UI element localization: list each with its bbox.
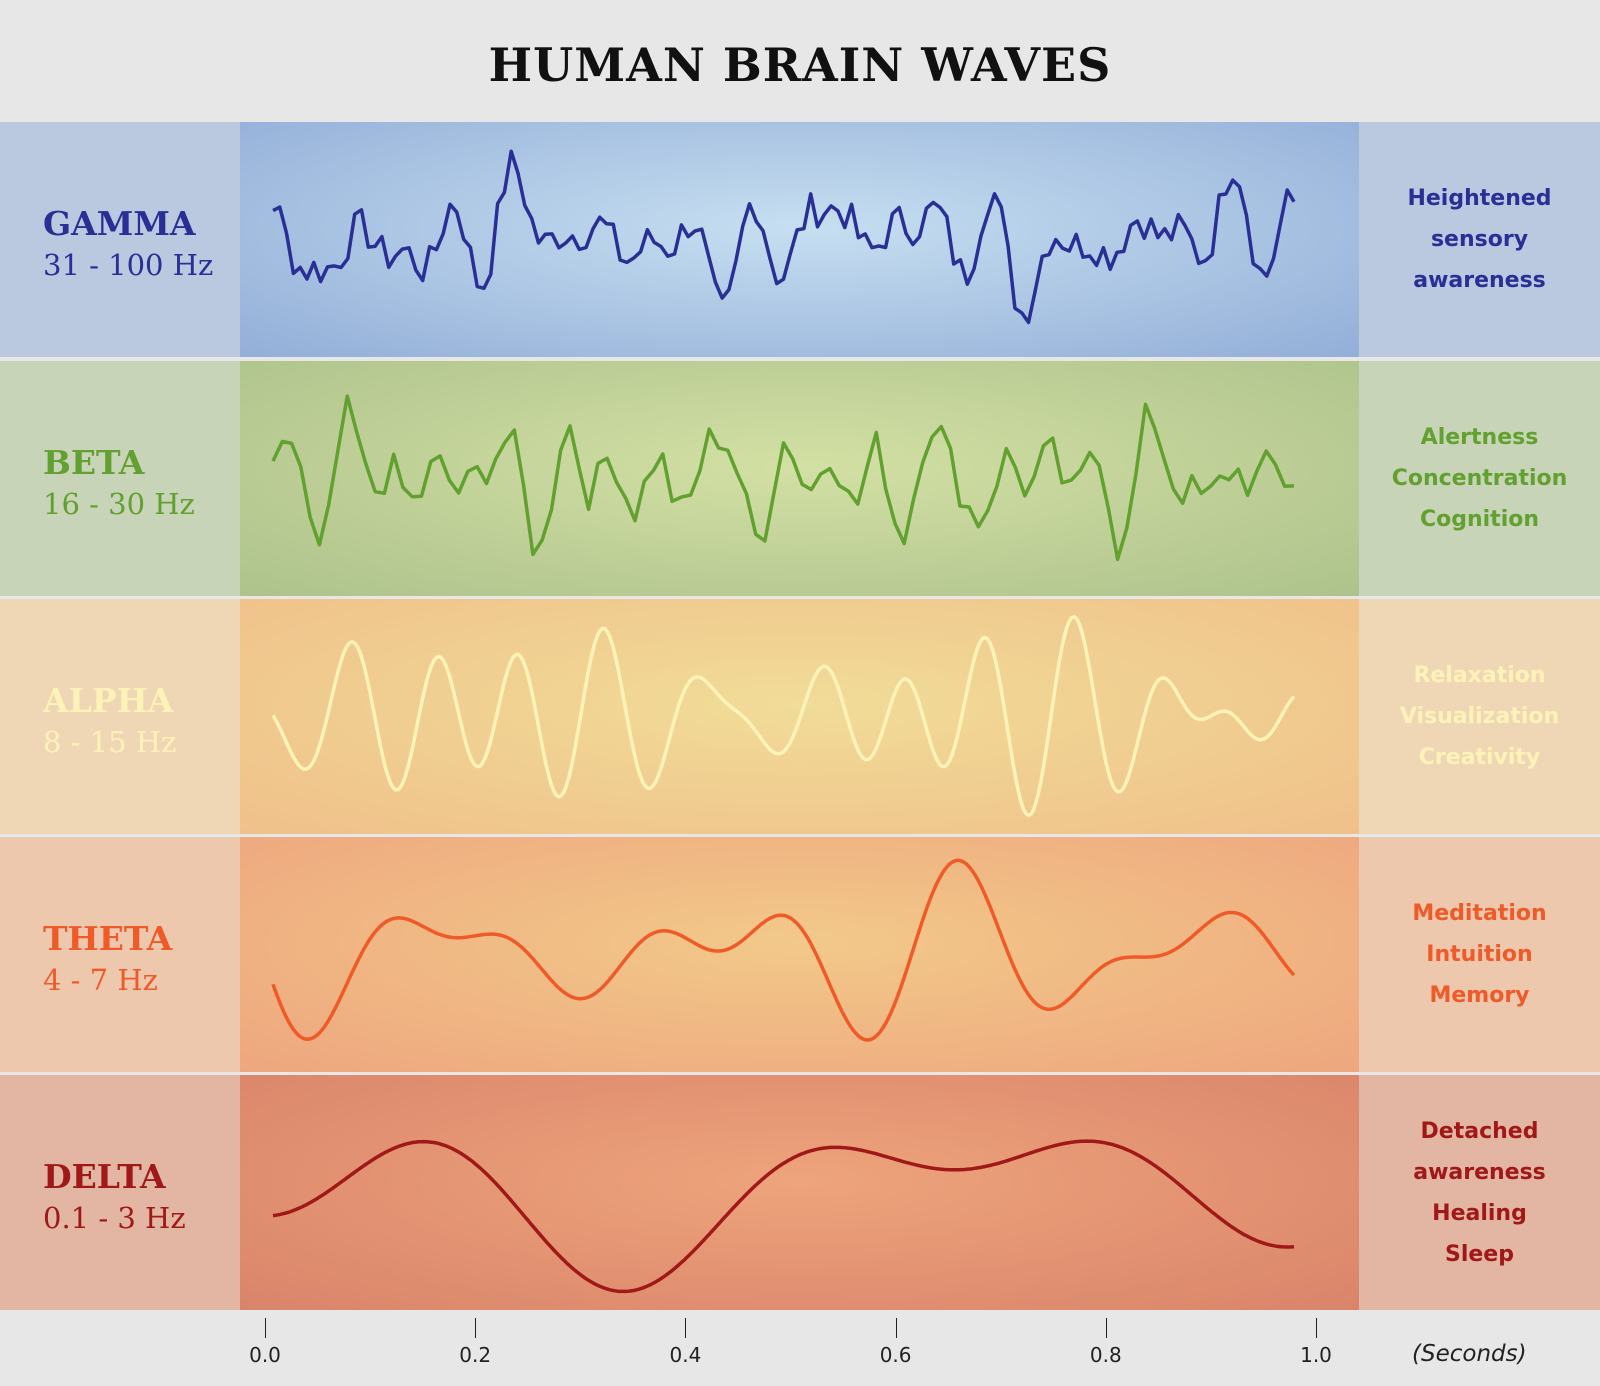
effect-label: Concentration [1391,466,1568,491]
waveform-panel [240,1075,1359,1310]
axis-tick [1105,1318,1107,1338]
effect-label: Heightened [1407,186,1552,211]
waveform-panel [240,122,1359,357]
axis-tick-label: 0.0 [249,1343,281,1367]
band-row-beta: BETA 16 - 30 Hz Alertness Concentration Co… [0,361,1600,596]
axis-tick-label: 0.2 [459,1343,492,1367]
axis-unit: (Seconds) [1412,1341,1527,1367]
band-frequency: 4 - 7 Hz [43,963,158,997]
band-effects-panel: Relaxation Visualization Creativity [1359,599,1600,834]
band-name: GAMMA [43,204,196,243]
band-effects-panel: Meditation Intuition Memory [1359,837,1600,1072]
band-label-panel: ALPHA 8 - 15 Hz [0,599,240,834]
band-row-alpha: ALPHA 8 - 15 Hz Relaxation Visualization C… [0,599,1600,834]
band-frequency: 0.1 - 3 Hz [43,1201,186,1235]
waveform-line [271,858,1296,1042]
band-label-panel: DELTA 0.1 - 3 Hz [0,1075,240,1310]
waveform-line [272,149,1296,325]
effect-label: Alertness [1420,425,1539,450]
waveform-panel [240,837,1359,1072]
band-effects-panel: Detached awareness Healing Sleep [1359,1075,1600,1310]
band-label-panel: THETA 4 - 7 Hz [0,837,240,1072]
band-row-gamma: GAMMA 31 - 100 Hz Heightened sensory aware… [0,122,1600,357]
effect-label: Creativity [1418,745,1541,770]
waveform-line [272,1139,1295,1294]
effect-label: Healing [1432,1200,1527,1226]
band-name: BETA [43,443,145,482]
band-name: ALPHA [43,681,174,720]
band-frequency: 8 - 15 Hz [43,725,177,759]
waveform-line [271,394,1295,562]
effect-label: Relaxation [1413,663,1546,688]
band-frequency: 31 - 100 Hz [43,248,214,282]
effect-label: sensory [1430,227,1529,252]
waveform-line [271,615,1296,818]
band-effects-panel: Alertness Concentration Cognition [1359,361,1600,596]
effect-label: Meditation [1412,901,1547,926]
band-row-theta: THETA 4 - 7 Hz Meditation Intuition Memory [0,837,1600,1072]
axis-tick-label: 1.0 [1300,1343,1332,1367]
axis-tick [475,1318,477,1338]
effect-label: Sleep [1445,1241,1514,1267]
axis-tick [685,1318,687,1338]
waveform-panel [240,599,1359,834]
effect-label: Intuition [1426,942,1533,967]
effect-label: Visualization [1399,704,1560,729]
page-title: HUMAN BRAIN WAVES [488,38,1112,92]
effect-label: Cognition [1419,507,1540,532]
band-effects-panel: Heightened sensory awareness [1359,122,1600,357]
effect-label: awareness [1413,268,1546,293]
time-axis: (Seconds) 0.0 0.2 0.4 0.6 0.8 1.0 [0,1310,1600,1386]
axis-tick [1316,1318,1317,1338]
effect-label: awareness [1413,1159,1546,1185]
axis-tick [265,1318,266,1338]
waveform-panel [240,361,1359,596]
effect-label: Memory [1429,983,1530,1008]
band-name: THETA [43,919,173,958]
band-label-panel: GAMMA 31 - 100 Hz [0,122,240,357]
band-frequency: 16 - 30 Hz [43,487,195,521]
axis-tick-label: 0.6 [879,1343,912,1367]
axis-tick-label: 0.8 [1089,1343,1122,1367]
band-label-panel: BETA 16 - 30 Hz [0,361,240,596]
axis-tick [895,1318,897,1338]
band-row-delta: DELTA 0.1 - 3 Hz Detached awareness Healin… [0,1075,1600,1310]
effect-label: Detached [1420,1118,1539,1144]
axis-tick-label: 0.4 [669,1343,702,1367]
band-name: DELTA [43,1157,166,1196]
